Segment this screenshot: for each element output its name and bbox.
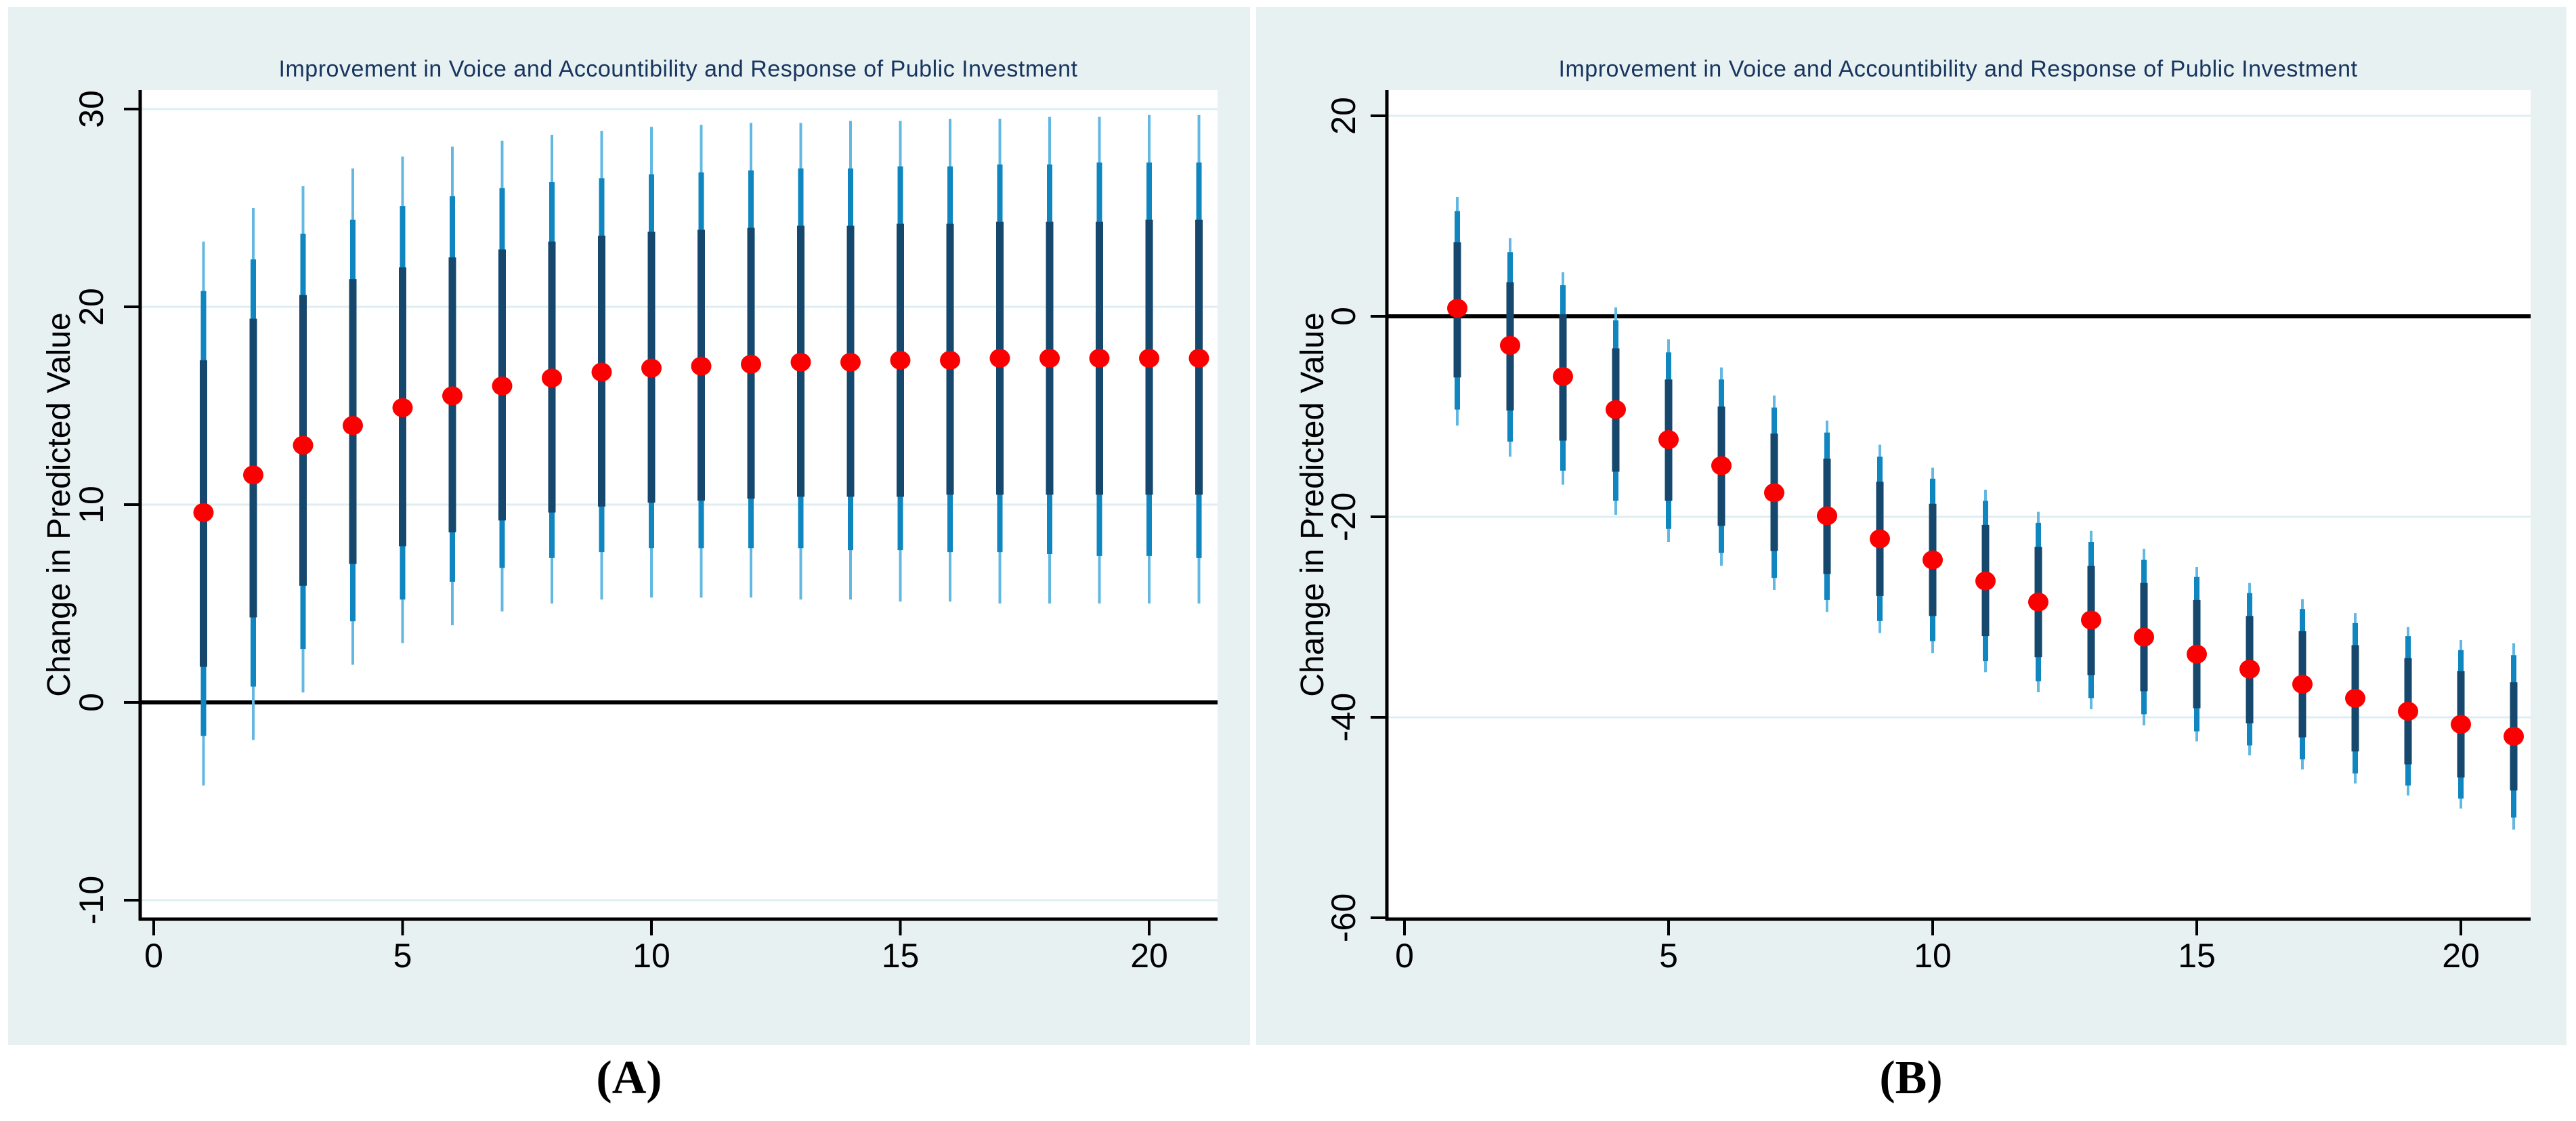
y-tick-label-a-20: 20 (72, 288, 110, 326)
x-tick-label-b-0: 0 (1395, 937, 1414, 975)
point-estimate-a-x10 (641, 358, 662, 378)
point-estimate-b-x1 (1447, 299, 1467, 318)
point-estimate-b-x7 (1764, 483, 1784, 503)
y-tick-label-a--10: -10 (72, 876, 110, 925)
x-tick-label-a-5: 5 (393, 937, 412, 975)
point-estimate-a-x14 (840, 352, 861, 372)
x-tick-label-a-20: 20 (1130, 937, 1168, 975)
point-estimate-a-x21 (1188, 348, 1209, 368)
point-estimate-a-x6 (442, 386, 463, 406)
point-estimate-a-x17 (989, 348, 1010, 368)
point-estimate-a-x9 (591, 362, 612, 382)
y-tick-label-b-0: 0 (1325, 307, 1362, 326)
plot-area-b (1386, 90, 2531, 919)
x-tick-label-b-15: 15 (2178, 937, 2216, 975)
point-estimate-b-x3 (1553, 366, 1573, 386)
point-estimate-a-x13 (790, 352, 811, 372)
caption-b: (B) (1879, 1052, 1943, 1104)
y-tick-label-b-20: 20 (1325, 97, 1362, 135)
point-estimate-b-x12 (2028, 592, 2048, 612)
y-tick-label-b--40: -40 (1325, 693, 1362, 742)
point-estimate-b-x15 (2187, 644, 2207, 664)
y-tick-label-b--60: -60 (1325, 893, 1362, 942)
chart-a-y-axis-title: Change in Predicted Value (41, 312, 77, 697)
point-estimate-a-x15 (890, 350, 911, 370)
point-estimate-a-x20 (1139, 348, 1159, 368)
chart-a-title: Improvement in Voice and Accountibility … (278, 56, 1078, 82)
point-estimate-b-x2 (1500, 335, 1520, 355)
point-estimate-b-x9 (1870, 529, 1890, 549)
x-tick-label-b-10: 10 (1914, 937, 1952, 975)
point-estimate-b-x6 (1711, 456, 1732, 475)
x-tick-label-a-0: 0 (144, 937, 163, 975)
point-estimate-b-x19 (2398, 702, 2418, 721)
point-estimate-b-x8 (1817, 506, 1837, 526)
y-tick-label-b--20: -20 (1325, 492, 1362, 541)
point-estimate-b-x4 (1606, 400, 1626, 419)
point-estimate-b-x16 (2239, 659, 2260, 679)
x-tick-label-a-10: 10 (632, 937, 670, 975)
caption-a: (A) (596, 1052, 662, 1104)
point-estimate-b-x14 (2134, 627, 2154, 647)
point-estimate-a-x11 (691, 356, 712, 376)
point-estimate-b-x5 (1658, 430, 1679, 450)
y-tick-label-a-10: 10 (72, 486, 110, 524)
point-estimate-a-x19 (1089, 348, 1110, 368)
point-estimate-a-x3 (293, 436, 314, 455)
y-tick-label-a-30: 30 (72, 90, 110, 128)
point-estimate-a-x7 (492, 376, 513, 396)
point-estimate-b-x10 (1923, 550, 1943, 570)
point-estimate-b-x20 (2451, 715, 2471, 734)
x-tick-label-b-20: 20 (2442, 937, 2480, 975)
point-estimate-a-x1 (193, 503, 214, 522)
chart-b-y-axis-title: Change in Predicted Value (1295, 312, 1331, 697)
point-estimate-b-x17 (2292, 675, 2313, 694)
point-estimate-a-x8 (542, 368, 562, 388)
point-estimate-a-x16 (940, 350, 960, 370)
point-estimate-a-x4 (343, 416, 363, 436)
point-estimate-a-x5 (392, 398, 413, 417)
point-estimate-b-x11 (1975, 571, 1996, 591)
point-estimate-b-x21 (2504, 727, 2524, 746)
point-estimate-a-x2 (243, 465, 263, 485)
x-tick-label-b-5: 5 (1659, 937, 1678, 975)
y-tick-label-a-0: 0 (72, 693, 110, 712)
point-estimate-a-x12 (741, 354, 761, 374)
point-estimate-b-x18 (2345, 688, 2365, 708)
point-estimate-b-x13 (2081, 610, 2101, 630)
x-tick-label-a-15: 15 (882, 937, 920, 975)
chart-b-title: Improvement in Voice and Accountibility … (1558, 56, 2358, 82)
point-estimate-a-x18 (1039, 348, 1060, 368)
